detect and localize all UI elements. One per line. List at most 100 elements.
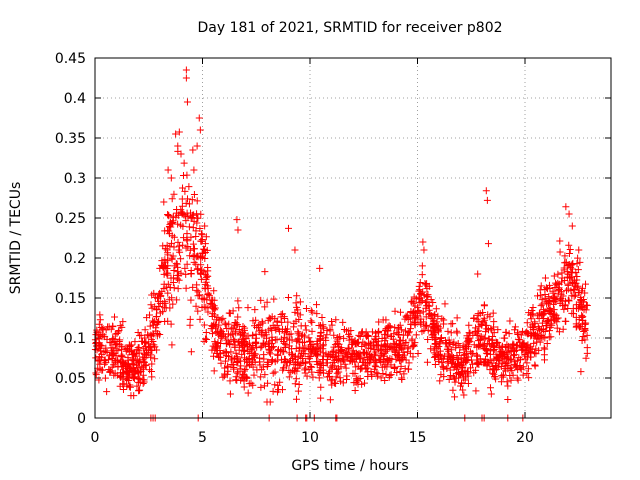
data-point xyxy=(578,314,586,322)
data-point xyxy=(423,358,431,366)
data-point xyxy=(183,98,191,106)
data-point xyxy=(351,386,359,394)
data-point xyxy=(232,349,240,357)
data-point xyxy=(233,369,241,377)
data-point xyxy=(182,74,190,82)
data-point xyxy=(195,291,203,299)
data-point xyxy=(243,362,251,370)
data-point xyxy=(167,274,175,282)
data-point xyxy=(540,310,548,318)
data-point xyxy=(556,237,564,245)
data-point xyxy=(318,313,326,321)
data-point xyxy=(135,347,143,355)
data-point xyxy=(230,335,238,343)
data-point xyxy=(229,324,237,332)
data-point xyxy=(323,355,331,363)
data-point xyxy=(443,364,451,372)
data-point xyxy=(114,328,122,336)
data-point xyxy=(580,328,588,336)
data-point xyxy=(146,322,154,330)
data-point xyxy=(97,323,105,331)
data-point xyxy=(482,349,490,357)
x-tick-label: 20 xyxy=(516,430,534,446)
data-point xyxy=(118,351,126,359)
data-point xyxy=(201,281,209,289)
data-point xyxy=(273,336,281,344)
data-point xyxy=(153,312,161,320)
data-point xyxy=(355,331,363,339)
data-point xyxy=(494,326,502,334)
data-point xyxy=(323,373,331,381)
data-point xyxy=(516,336,524,344)
data-point xyxy=(324,350,332,358)
data-point xyxy=(479,308,487,316)
data-point xyxy=(189,146,197,154)
data-point xyxy=(216,350,224,358)
data-point xyxy=(530,339,538,347)
data-point xyxy=(159,308,167,316)
data-point xyxy=(396,308,404,316)
x-tick-label: 5 xyxy=(198,430,207,446)
data-point xyxy=(531,318,539,326)
data-point xyxy=(98,366,106,374)
data-point xyxy=(206,299,214,307)
data-point xyxy=(259,363,267,371)
data-point xyxy=(445,376,453,384)
data-point xyxy=(301,332,309,340)
data-point xyxy=(143,314,151,322)
data-point xyxy=(540,351,548,359)
data-point xyxy=(374,370,382,378)
data-point xyxy=(323,331,331,339)
data-point xyxy=(123,345,131,353)
data-point xyxy=(575,301,583,309)
data-point xyxy=(567,287,575,295)
data-point xyxy=(116,358,124,366)
data-point xyxy=(422,281,430,289)
data-point xyxy=(165,212,173,220)
data-point xyxy=(161,299,169,307)
data-point xyxy=(411,321,419,329)
data-point xyxy=(464,380,472,388)
data-point xyxy=(174,142,182,150)
data-point xyxy=(554,270,562,278)
data-point xyxy=(527,332,535,340)
data-point xyxy=(583,344,591,352)
data-point xyxy=(519,346,527,354)
data-point xyxy=(226,309,234,317)
data-point xyxy=(307,307,315,315)
data-point xyxy=(438,359,446,367)
data-point xyxy=(128,371,136,379)
data-point xyxy=(504,355,512,363)
data-point xyxy=(555,284,563,292)
data-point xyxy=(389,335,397,343)
data-point xyxy=(274,381,282,389)
data-point xyxy=(523,319,531,327)
data-point xyxy=(409,309,417,317)
data-point xyxy=(221,319,229,327)
data-point xyxy=(330,331,338,339)
data-point xyxy=(276,327,284,335)
data-point xyxy=(490,329,498,337)
data-point xyxy=(329,347,337,355)
data-point xyxy=(486,356,494,364)
data-point xyxy=(153,306,161,314)
data-point xyxy=(271,368,279,376)
data-point xyxy=(491,362,499,370)
data-point xyxy=(177,206,185,214)
data-point xyxy=(178,195,186,203)
data-point xyxy=(217,329,225,337)
data-point xyxy=(185,200,193,208)
data-point xyxy=(194,214,202,222)
data-point xyxy=(476,335,484,343)
data-point xyxy=(165,227,173,235)
data-point xyxy=(278,318,286,326)
data-point xyxy=(274,350,282,358)
data-point xyxy=(134,344,142,352)
data-point xyxy=(515,354,523,362)
data-point xyxy=(222,333,230,341)
data-point xyxy=(504,342,512,350)
data-point xyxy=(364,332,372,340)
data-point xyxy=(534,292,542,300)
data-point xyxy=(250,371,258,379)
data-point xyxy=(473,316,481,324)
